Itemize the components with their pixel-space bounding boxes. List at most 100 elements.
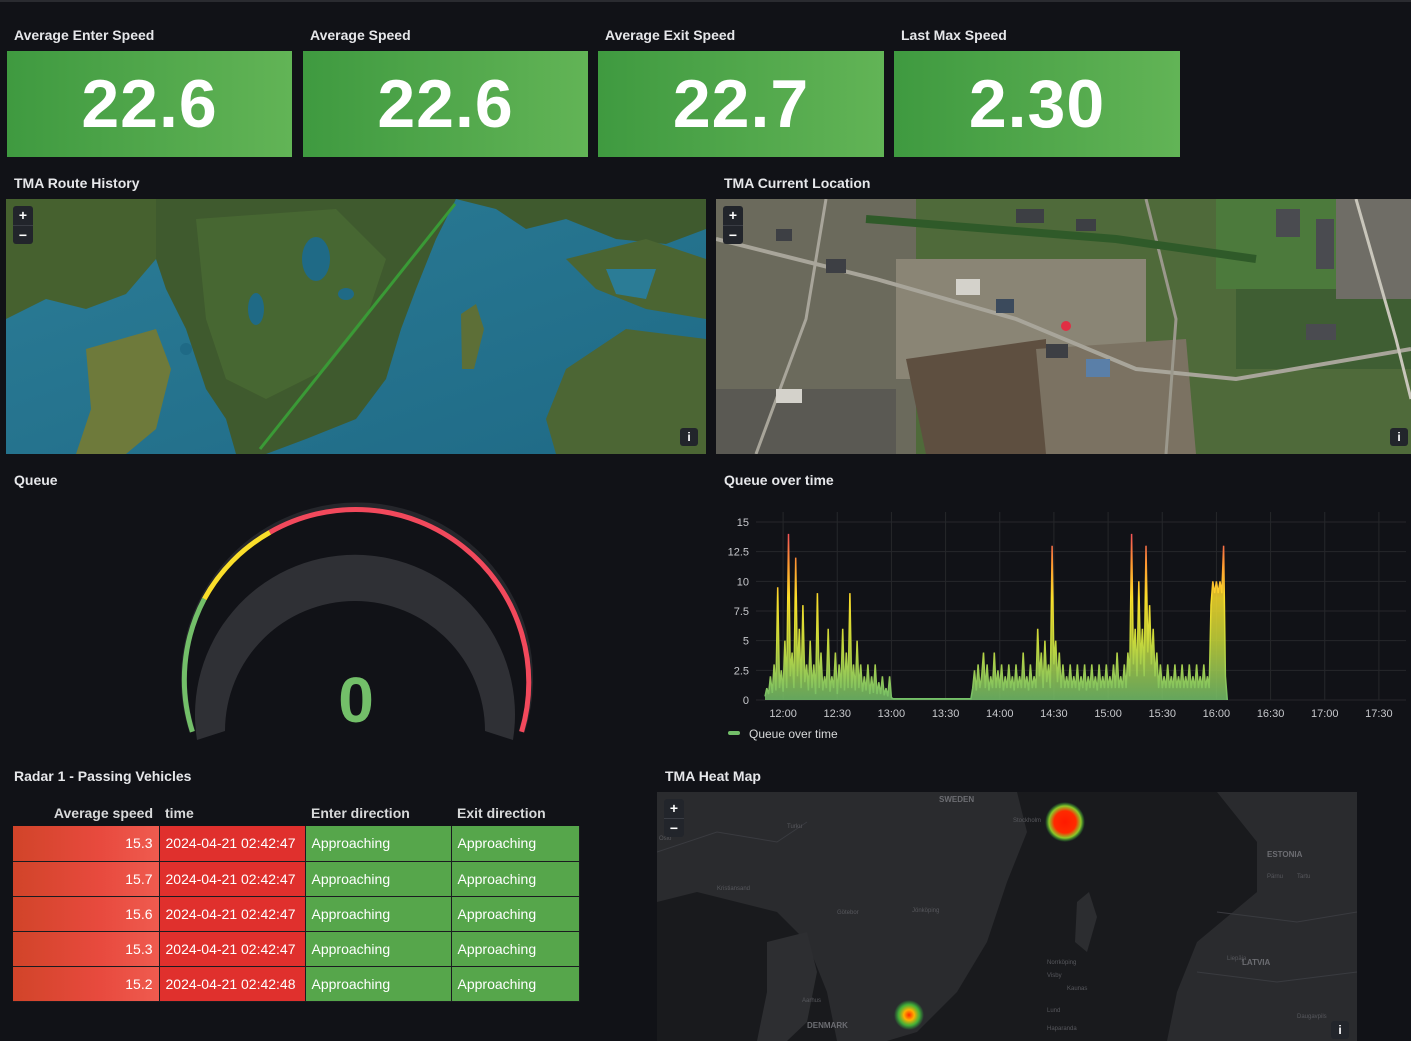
stat-value-box: 22.7 [598, 51, 884, 157]
map-city-labels: Stockholm Jönköping Kristiansand Aarhus … [659, 818, 1327, 1032]
stat-value-box: 22.6 [7, 51, 292, 157]
svg-text:Aarhus: Aarhus [802, 998, 821, 1004]
route-line[interactable] [258, 203, 457, 450]
dark-map-baltic[interactable]: SWEDEN ESTONIA LATVIA DENMARK Stockholm … [657, 792, 1357, 1041]
x-tick-label: 12:00 [769, 708, 797, 720]
cell-average-speed: 15.3 [13, 931, 160, 967]
svg-text:Jönköping: Jönköping [912, 908, 939, 914]
column-header-enter-direction[interactable]: Enter direction [311, 805, 410, 821]
cell-enter-direction: Approaching [305, 966, 452, 1002]
svg-text:Kaunas: Kaunas [1067, 986, 1087, 992]
zoom-controls: + − [723, 206, 743, 244]
current-location-map[interactable]: + − i [716, 199, 1411, 454]
y-tick-label: 12.5 [728, 547, 749, 559]
panel-title[interactable]: Average Exit Speed [605, 27, 736, 43]
map-info-button[interactable]: i [1331, 1021, 1349, 1039]
table-row: 15.2 2024-04-21 02:42:48 Approaching App… [13, 966, 580, 1002]
chart-x-ticks: 12:00 12:30 13:00 13:30 14:00 14:30 15:00 15:30… [769, 708, 1392, 720]
stat-value: 2.30 [968, 66, 1106, 142]
cell-time: 2024-04-21 02:42:47 [159, 896, 306, 932]
gauge-threshold-yellow [202, 530, 272, 601]
svg-text:Pärnu: Pärnu [1267, 874, 1283, 880]
map-labels: SWEDEN ESTONIA LATVIA DENMARK [807, 795, 1303, 1030]
svg-text:SWEDEN: SWEDEN [939, 795, 974, 804]
cell-exit-direction: Approaching [451, 861, 580, 897]
cell-enter-direction: Approaching [305, 861, 452, 897]
svg-text:ESTONIA: ESTONIA [1267, 850, 1303, 859]
cell-time: 2024-04-21 02:42:47 [159, 826, 306, 862]
svg-text:Turku: Turku [787, 824, 802, 830]
stat-value: 22.6 [81, 66, 218, 142]
zoom-in-button[interactable]: + [728, 207, 738, 223]
satellite-map-europe[interactable] [6, 199, 706, 454]
panel-title[interactable]: Last Max Speed [901, 27, 1007, 43]
cell-average-speed: 15.3 [13, 826, 160, 862]
cell-exit-direction: Approaching [451, 931, 580, 967]
cell-exit-direction: Approaching [451, 966, 580, 1002]
x-tick-label: 14:00 [986, 708, 1014, 720]
current-location-marker[interactable] [1061, 321, 1071, 331]
panel-title-radar[interactable]: Radar 1 - Passing Vehicles [14, 768, 192, 784]
y-tick-label: 5 [743, 636, 749, 648]
column-header-time[interactable]: time [165, 805, 194, 821]
queue-time-chart[interactable]: 0 2.5 5 7.5 10 12.5 15 12:00 12:30 13:00 13:30 14:… [716, 500, 1411, 750]
panel-title-heat-map[interactable]: TMA Heat Map [665, 768, 761, 784]
svg-text:Liepāja: Liepāja [1227, 956, 1247, 962]
svg-text:Lund: Lund [1047, 1008, 1060, 1014]
zoom-out-button[interactable]: − [664, 818, 684, 837]
gauge-threshold-red [268, 507, 532, 733]
column-header-exit-direction[interactable]: Exit direction [457, 805, 546, 821]
x-tick-label: 17:00 [1311, 708, 1339, 720]
panel-title[interactable]: Average Speed [310, 27, 411, 43]
gauge-threshold-green [181, 597, 207, 733]
zoom-out-button[interactable]: − [723, 225, 743, 244]
svg-text:Haparanda: Haparanda [1047, 1026, 1077, 1032]
x-tick-label: 13:00 [878, 708, 906, 720]
zoom-controls: + − [664, 799, 684, 837]
zoom-controls: + − [13, 206, 33, 244]
svg-text:Visby: Visby [1047, 973, 1062, 979]
zoom-in-button[interactable]: + [18, 207, 28, 223]
x-tick-label: 14:30 [1040, 708, 1068, 720]
heat-spot[interactable] [1045, 802, 1085, 842]
heat-spot[interactable] [894, 1000, 924, 1030]
x-tick-label: 17:30 [1365, 708, 1393, 720]
legend-label[interactable]: Queue over time [749, 727, 838, 741]
map-info-button[interactable]: i [1390, 428, 1408, 446]
map-info-button[interactable]: i [680, 428, 698, 446]
x-tick-label: 13:30 [932, 708, 960, 720]
stat-value: 22.6 [377, 66, 514, 142]
table-row: 15.3 2024-04-21 02:42:47 Approaching App… [13, 931, 580, 967]
cell-average-speed: 15.2 [13, 966, 160, 1002]
panel-title[interactable]: Average Enter Speed [14, 27, 155, 43]
panel-title-route-history[interactable]: TMA Route History [14, 175, 140, 191]
table-row: 15.3 2024-04-21 02:42:47 Approaching App… [13, 826, 580, 862]
passing-vehicles-table: Average speed time Enter direction Exit … [13, 800, 580, 1002]
stat-value: 22.7 [672, 66, 810, 142]
panel-title-current-location[interactable]: TMA Current Location [724, 175, 871, 191]
heat-map[interactable]: SWEDEN ESTONIA LATVIA DENMARK Stockholm … [657, 792, 1357, 1041]
table-row: 15.7 2024-04-21 02:42:47 Approaching App… [13, 861, 580, 897]
x-tick-label: 15:30 [1148, 708, 1176, 720]
chart-y-ticks: 0 2.5 5 7.5 10 12.5 15 [728, 517, 749, 707]
y-tick-label: 15 [737, 517, 749, 529]
svg-text:DENMARK: DENMARK [807, 1021, 848, 1030]
column-header-average-speed[interactable]: Average speed [53, 805, 153, 821]
route-history-map[interactable]: + − i [6, 199, 706, 454]
queue-gauge[interactable]: 0 [160, 495, 550, 755]
cell-time: 2024-04-21 02:42:47 [159, 861, 306, 897]
zoom-in-button[interactable]: + [669, 800, 679, 816]
zoom-out-button[interactable]: − [13, 225, 33, 244]
cell-enter-direction: Approaching [305, 826, 452, 862]
stat-value-box: 22.6 [303, 51, 588, 157]
queue-time-chart-svg: 0 2.5 5 7.5 10 12.5 15 12:00 12:30 13:00 13:30 14:… [728, 512, 1406, 741]
satellite-map-local[interactable] [716, 199, 1411, 454]
svg-text:Tartu: Tartu [1297, 874, 1310, 880]
y-tick-label: 7.5 [734, 606, 749, 618]
svg-text:Oslo: Oslo [659, 836, 672, 842]
cell-exit-direction: Approaching [451, 826, 580, 862]
panel-title-queue-over-time[interactable]: Queue over time [724, 472, 834, 488]
top-border [0, 0, 1411, 2]
svg-text:Götebor: Götebor [837, 910, 859, 916]
panel-title-queue[interactable]: Queue [14, 472, 58, 488]
